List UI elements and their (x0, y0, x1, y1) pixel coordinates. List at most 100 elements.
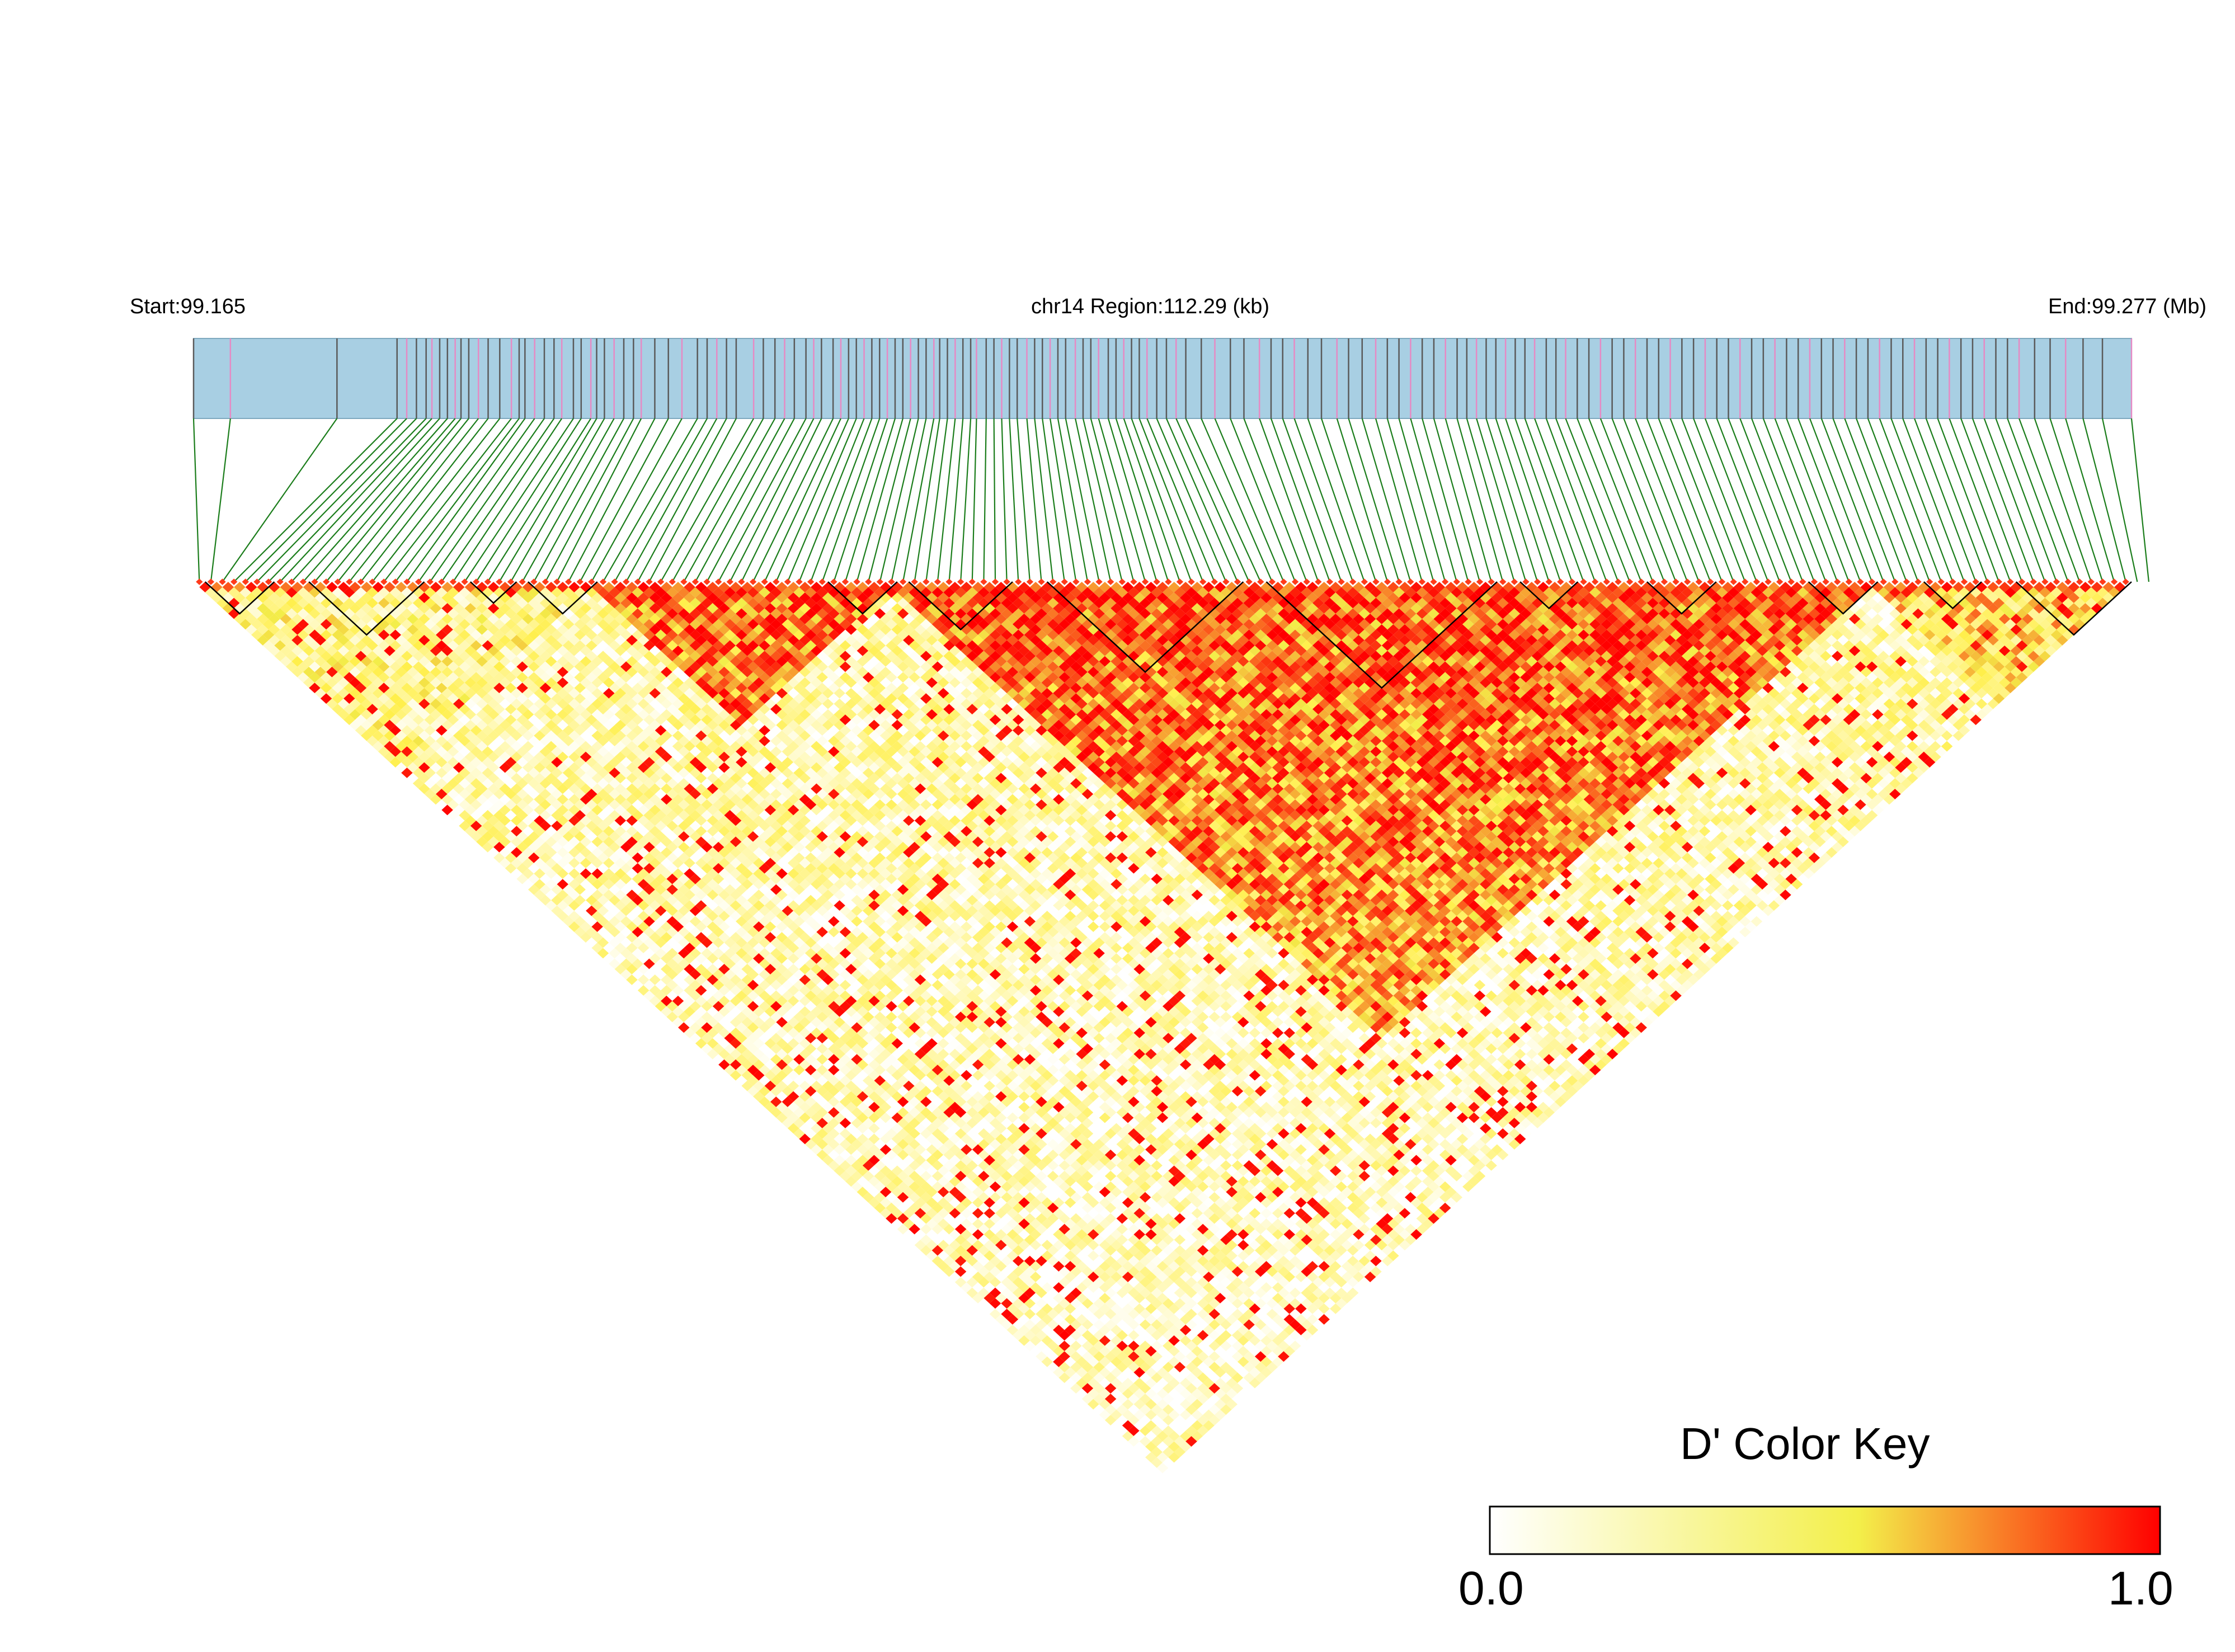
ld-cell (776, 1112, 788, 1123)
ld-cell (736, 1065, 747, 1076)
ld-cell (389, 693, 402, 704)
ld-cell (251, 629, 263, 641)
snp-connector (1185, 418, 1262, 582)
ld-cell (770, 1096, 782, 1107)
ld-cell (764, 1048, 777, 1060)
ld-cell (430, 783, 442, 794)
ld-cell (1139, 1425, 1151, 1437)
ld-cell (551, 884, 563, 895)
ld-cell (349, 645, 361, 656)
ld-cell (637, 911, 650, 922)
snp-connector (1009, 418, 1019, 582)
ld-cell (280, 613, 292, 624)
ld-cell (1133, 1441, 1146, 1452)
ld-cell (337, 698, 350, 709)
ld-cell (384, 698, 396, 709)
ld-cell (689, 958, 702, 969)
ld-cell (499, 794, 511, 805)
ld-cell (759, 1022, 770, 1033)
snp-connector (775, 418, 849, 582)
snp-connector (1422, 418, 1469, 582)
ld-cell (499, 858, 511, 869)
ld-cell (845, 1123, 857, 1134)
snp-connector (1026, 418, 1042, 582)
ld-cell (931, 1181, 944, 1192)
ld-cell (539, 884, 552, 895)
snp-connector (993, 418, 996, 582)
ld-cell (1116, 1425, 1128, 1437)
ld-cell (493, 799, 505, 810)
snp-connector (694, 418, 785, 582)
ld-cell (857, 1165, 869, 1176)
ld-cell (891, 1187, 904, 1198)
ld-cell (701, 980, 713, 991)
ld-cell (344, 640, 355, 651)
ld-cell (724, 1001, 736, 1012)
ld-cell (360, 677, 373, 688)
ld-cell (845, 1133, 857, 1145)
ld-cell (1012, 1298, 1024, 1309)
snp-connector (1201, 418, 1273, 582)
ld-cell (597, 884, 609, 895)
ld-cell (701, 1043, 713, 1055)
snp-connector (1115, 418, 1169, 582)
ld-cell (678, 958, 690, 969)
ld-cell (459, 746, 470, 757)
ld-cell (539, 852, 552, 863)
ld-cell (562, 895, 575, 906)
ld-cell (891, 1165, 904, 1176)
ld-cell (1070, 1309, 1082, 1320)
ld-cell (326, 698, 338, 709)
snp-connector (1075, 418, 1112, 582)
ld-cell (857, 1187, 869, 1198)
ld-cell (344, 672, 355, 683)
ld-cell (672, 1016, 684, 1028)
snp-connector (971, 418, 977, 582)
ld-cell (603, 879, 615, 890)
ld-cell (470, 820, 482, 831)
ld-cell (516, 873, 528, 884)
ld-cell (574, 852, 586, 863)
ld-cell (487, 773, 500, 784)
snp-connector (1925, 418, 1988, 582)
ld-cell (436, 746, 448, 757)
ld-cell (418, 751, 430, 763)
ld-cell (326, 656, 338, 667)
ld-cell (366, 693, 378, 704)
ld-cell (309, 629, 321, 641)
ld-cell (372, 709, 384, 720)
ld-cell (1024, 1287, 1036, 1298)
snp-connector (1995, 418, 2058, 582)
snp-connector (1138, 418, 1204, 582)
ld-cell (724, 1054, 736, 1065)
ld-cell (874, 1170, 886, 1182)
ld-cell (539, 873, 552, 884)
ld-cell (269, 613, 280, 624)
ld-cell (280, 582, 292, 592)
snp-connector (1704, 418, 1769, 582)
ld-cell (355, 672, 367, 683)
ld-cell (632, 969, 644, 980)
ld-cell (436, 725, 448, 736)
ld-cell (274, 597, 286, 609)
ld-cell (874, 1149, 886, 1160)
ld-cell (995, 1250, 1007, 1262)
ld-cell (222, 603, 234, 614)
ld-cell (441, 730, 453, 741)
snp-connector (752, 418, 834, 582)
ld-cell (811, 1112, 822, 1123)
ld-cell (620, 895, 632, 906)
snp-connector (1175, 418, 1250, 582)
ld-cell (534, 826, 545, 837)
ld-cell (505, 820, 517, 831)
ld-cell (418, 709, 430, 720)
ld-cell (314, 634, 327, 646)
snp-connector (1214, 418, 1284, 582)
ld-cell (320, 693, 332, 704)
snp-connector (1230, 418, 1296, 582)
snp-connector (498, 418, 597, 582)
ld-cell (1168, 1420, 1180, 1431)
ld-cell (482, 809, 494, 821)
ld-cell (1041, 1335, 1053, 1346)
ld-cell (234, 613, 246, 624)
